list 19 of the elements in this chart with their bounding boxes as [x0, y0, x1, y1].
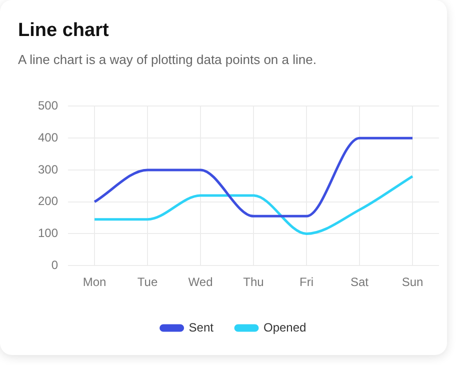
chart-title: Line chart [18, 20, 110, 42]
x-tick-label: Wed [188, 275, 213, 290]
line-series [93, 175, 414, 235]
x-tick-label: Tue [137, 275, 158, 290]
y-tick-label: 200 [38, 194, 58, 208]
chart-subtitle: A line chart is a way of plotting data points on a line. [18, 52, 318, 67]
legend-label: Opened [263, 320, 306, 334]
y-tick-label: 300 [38, 162, 58, 176]
y-tick-label: 100 [38, 226, 58, 240]
x-tick-label: Sun [402, 275, 424, 290]
x-tick-label: Sat [350, 275, 370, 290]
y-tick-label: 0 [51, 258, 58, 272]
x-tick-label: Fri [300, 275, 314, 290]
y-tick-label: 400 [38, 130, 58, 144]
x-tick-label: Thu [243, 275, 264, 290]
y-tick-label: 500 [38, 98, 58, 113]
legend-label: Sent [188, 320, 214, 334]
line-series [93, 136, 414, 218]
x-tick-label: Mon [82, 275, 106, 290]
